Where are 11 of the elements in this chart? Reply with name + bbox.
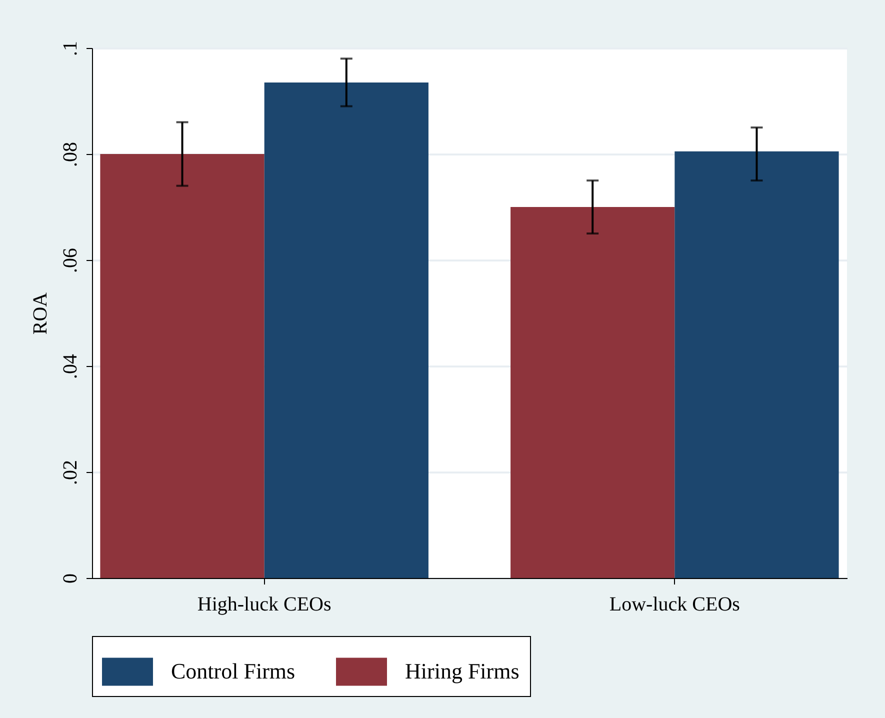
legend-label: Hiring Firms [405, 658, 520, 684]
y-tick-label: .1 [60, 41, 82, 56]
y-tick-label: .04 [60, 354, 82, 379]
y-tick-label: 0 [60, 574, 82, 584]
y-tick-label: .08 [60, 142, 82, 167]
y-axis-title: ROA [30, 292, 52, 335]
y-tick-label: .06 [60, 248, 82, 273]
legend-label: Control Firms [171, 658, 296, 684]
x-tick-label: Low-luck CEOs [609, 594, 740, 616]
x-tick-label: High-luck CEOs [197, 594, 332, 616]
y-tick-label: .02 [60, 460, 82, 485]
